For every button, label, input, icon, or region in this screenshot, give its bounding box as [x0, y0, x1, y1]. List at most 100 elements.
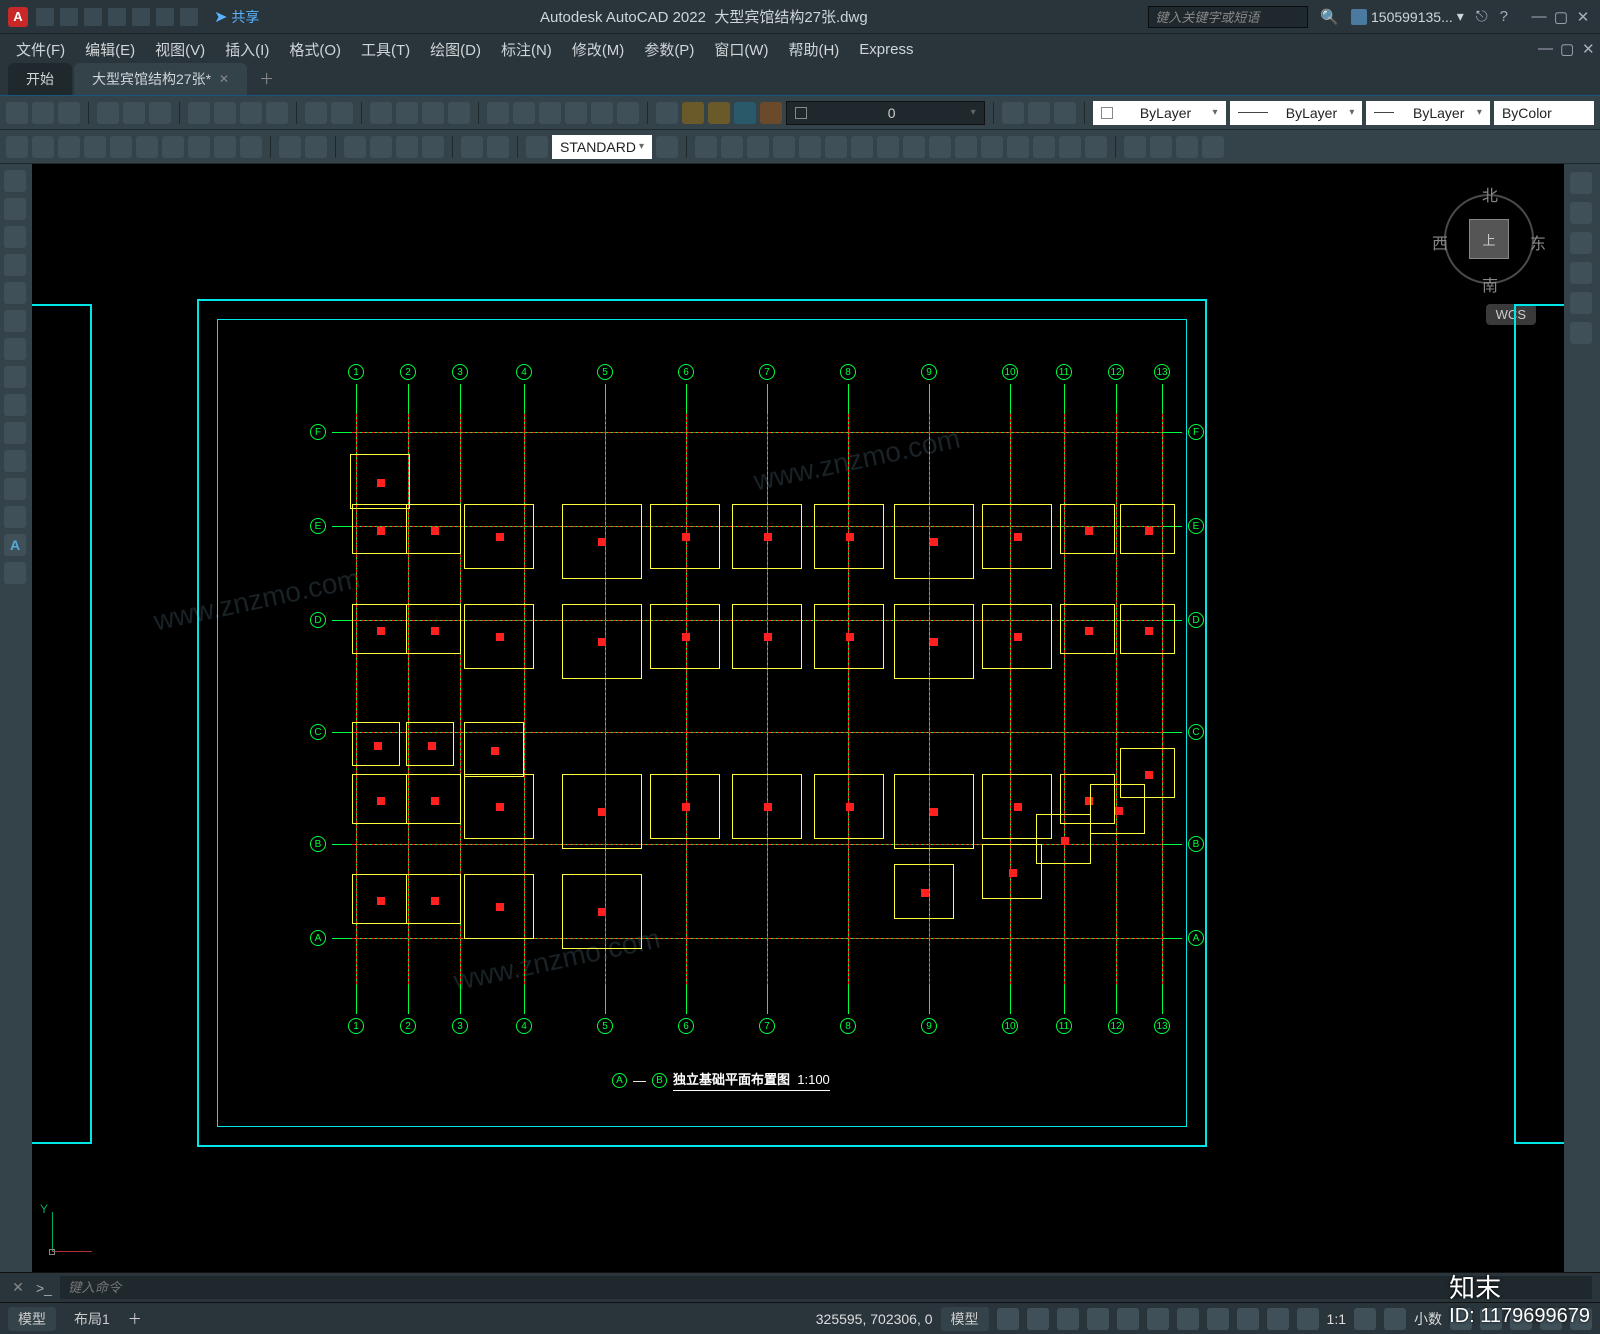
nav-pan-icon[interactable] [1570, 202, 1592, 224]
mod-trim-icon[interactable] [929, 136, 951, 158]
menu-window[interactable]: 窗口(W) [706, 37, 776, 62]
share-button[interactable]: ➤共享 [214, 7, 259, 27]
menu-express[interactable]: Express [851, 39, 921, 60]
dim-aligned-icon[interactable] [32, 136, 54, 158]
tb-pan-icon[interactable] [370, 102, 392, 124]
st-otrack-icon[interactable] [1177, 1308, 1199, 1330]
tb-layermgr-icon[interactable] [656, 102, 678, 124]
create-block-icon[interactable] [1150, 136, 1172, 158]
draw-spline-icon[interactable] [4, 366, 26, 388]
tb-match-icon[interactable] [266, 102, 288, 124]
tb-new-icon[interactable] [6, 102, 28, 124]
st-tpy-icon[interactable] [1297, 1308, 1319, 1330]
qat-redo-icon[interactable] [180, 8, 198, 26]
mod-erase-icon[interactable] [695, 136, 717, 158]
menu-format[interactable]: 格式(O) [281, 37, 349, 62]
minimize-button[interactable]: — [1530, 8, 1548, 26]
menu-draw[interactable]: 绘图(D) [422, 37, 489, 62]
tb-layerlock-icon[interactable] [760, 102, 782, 124]
st-annomon-icon[interactable] [1354, 1308, 1376, 1330]
tb-layerstates-icon[interactable] [682, 102, 704, 124]
autodesk-app-icon[interactable]: ⎋ [1476, 8, 1488, 25]
viewcube-east[interactable]: 东 [1530, 230, 1546, 254]
st-3dosnap-icon[interactable] [1147, 1308, 1169, 1330]
tb-qc-icon[interactable] [617, 102, 639, 124]
dim-ord-icon[interactable] [84, 136, 106, 158]
tb-layeron-icon[interactable] [708, 102, 730, 124]
tb-publish-icon[interactable] [149, 102, 171, 124]
dim-rad-icon[interactable] [110, 136, 132, 158]
annotation-scale[interactable]: 1:1 [1327, 1311, 1346, 1327]
menu-view[interactable]: 视图(V) [147, 37, 213, 62]
draw-hatch-icon[interactable] [4, 338, 26, 360]
layout-1-tab[interactable]: 布局1 [64, 1307, 120, 1331]
units-readout[interactable]: 小数 [1414, 1309, 1442, 1329]
tb-cut-icon[interactable] [188, 102, 210, 124]
mod-move-icon[interactable] [825, 136, 847, 158]
tb-zoomprev-icon[interactable] [448, 102, 470, 124]
dim-space-icon[interactable] [279, 136, 301, 158]
tab-start[interactable]: 开始 [8, 63, 72, 95]
draw-point-icon[interactable] [4, 450, 26, 472]
draw-pline-icon[interactable] [4, 198, 26, 220]
bedit-icon[interactable] [1176, 136, 1198, 158]
tb-undo-icon[interactable] [305, 102, 327, 124]
viewcube-top-face[interactable]: 上 [1469, 219, 1509, 259]
doc-maximize-button[interactable]: ▢ [1552, 38, 1570, 60]
close-button[interactable]: ✕ [1574, 8, 1592, 26]
qat-new-icon[interactable] [36, 8, 54, 26]
tb-layiso-icon[interactable] [1028, 102, 1050, 124]
tb-layerfreeze-icon[interactable] [734, 102, 756, 124]
draw-line-icon[interactable] [4, 170, 26, 192]
layout-add-button[interactable]: ＋ [128, 1309, 142, 1329]
menu-modify[interactable]: 修改(M) [564, 37, 633, 62]
tb-paste-icon[interactable] [240, 102, 262, 124]
linetype-dropdown[interactable]: ByLayer▾ [1230, 101, 1363, 125]
mod-explode-icon[interactable] [1085, 136, 1107, 158]
st-ortho-icon[interactable] [1057, 1308, 1079, 1330]
cmdline-close-icon[interactable]: ✕ [8, 1279, 28, 1296]
model-canvas[interactable]: 上 北 南 东 西 WCS A—B 独立基础平面布置图 1:100 Y www.… [32, 164, 1564, 1272]
dim-arc-icon[interactable] [58, 136, 80, 158]
tb-redo-icon[interactable] [331, 102, 353, 124]
qat-save-icon[interactable] [84, 8, 102, 26]
menu-parametric[interactable]: 参数(P) [636, 37, 702, 62]
user-account[interactable]: 150599135... ▾ [1351, 8, 1464, 25]
nav-orbit-icon[interactable] [1570, 262, 1592, 284]
space-toggle[interactable]: 模型 [941, 1307, 989, 1331]
mod-rotate-icon[interactable] [851, 136, 873, 158]
viewcube[interactable]: 上 北 南 东 西 [1434, 184, 1544, 294]
dimedit-icon[interactable] [461, 136, 483, 158]
tab-close-icon[interactable]: ✕ [219, 72, 229, 86]
lineweight-dropdown[interactable]: ByLayer▾ [1366, 101, 1490, 125]
menu-tools[interactable]: 工具(T) [353, 37, 418, 62]
draw-circle-icon[interactable] [4, 226, 26, 248]
layer-dropdown[interactable]: 0▾ [786, 101, 985, 125]
qat-plot-icon[interactable] [132, 8, 150, 26]
st-osnap-icon[interactable] [1117, 1308, 1139, 1330]
qat-open-icon[interactable] [60, 8, 78, 26]
draw-rect-icon[interactable] [4, 282, 26, 304]
st-lwt-icon[interactable] [1267, 1308, 1289, 1330]
tb-markup-icon[interactable] [591, 102, 613, 124]
dim-quick-icon[interactable] [188, 136, 210, 158]
menu-edit[interactable]: 编辑(E) [77, 37, 143, 62]
draw-mtext-icon[interactable]: A [4, 534, 26, 556]
tab-current-file[interactable]: 大型宾馆结构27张*✕ [74, 63, 247, 95]
color-dropdown[interactable]: ByLayer▾ [1093, 101, 1226, 125]
plotstyle-dropdown[interactable]: ByColor [1494, 101, 1594, 125]
insert-block-icon[interactable] [1124, 136, 1146, 158]
dimstyle-dropdown[interactable]: STANDARD▾ [552, 135, 652, 159]
doc-minimize-button[interactable]: — [1530, 38, 1548, 60]
st-ws-icon[interactable] [1384, 1308, 1406, 1330]
layout-model-tab[interactable]: 模型 [8, 1307, 56, 1331]
nav-showmotion-icon[interactable] [1570, 322, 1592, 344]
draw-revcloud-icon[interactable] [4, 562, 26, 584]
tb-props-icon[interactable] [487, 102, 509, 124]
viewcube-west[interactable]: 西 [1432, 230, 1448, 254]
viewcube-north[interactable]: 北 [1482, 182, 1498, 206]
st-polar-icon[interactable] [1087, 1308, 1109, 1330]
mod-array-icon[interactable] [799, 136, 821, 158]
viewcube-south[interactable]: 南 [1482, 272, 1498, 296]
tb-open-icon[interactable] [32, 102, 54, 124]
